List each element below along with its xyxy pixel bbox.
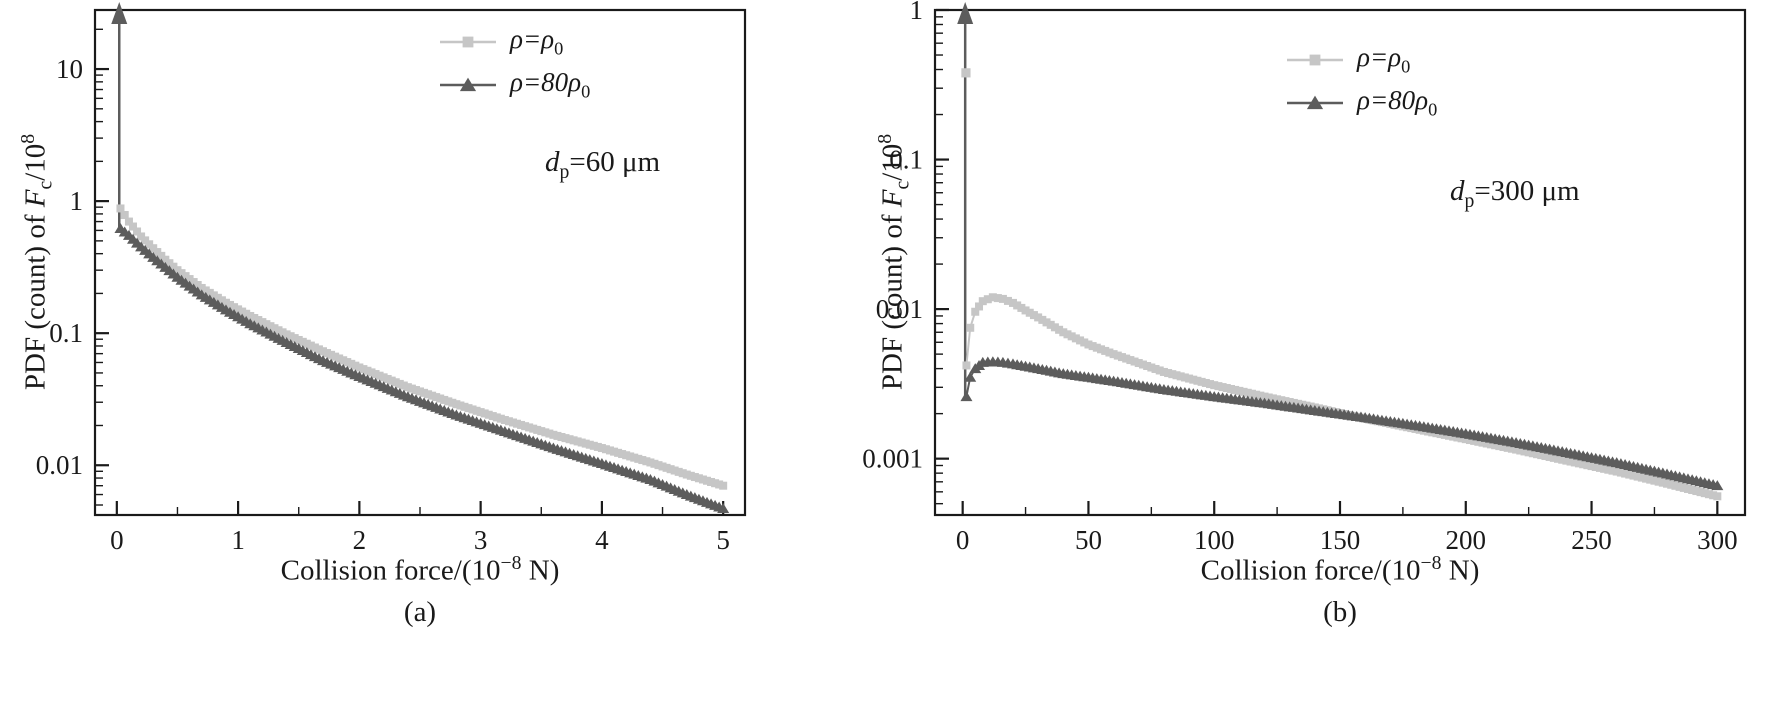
- y-axis-label-sub: c: [891, 180, 914, 190]
- svg-text:0: 0: [110, 525, 124, 555]
- legend-label-sub: 0: [1428, 99, 1438, 120]
- x-axis-label-text: Collision force/(10: [1200, 554, 1421, 587]
- panel-b: 1 0.1 0.01 0.001 0 50 100 150 200 250 300 PDF (cou…: [830, 0, 1788, 703]
- legend-marker-square: [1287, 54, 1343, 66]
- legend-marker-triangle: [440, 77, 496, 92]
- annotation-dp: dp=300 μm: [1450, 175, 1580, 213]
- svg-text:200: 200: [1446, 525, 1487, 555]
- y-axis-label-mid: /10: [19, 143, 52, 181]
- y-axis-label-var: F: [876, 189, 909, 208]
- y-axis-label: PDF (count) of Fc/108: [863, 12, 913, 512]
- svg-text:1: 1: [910, 0, 924, 25]
- svg-text:10: 10: [56, 54, 83, 84]
- annotation-dp: dp=60 μm: [545, 146, 660, 184]
- legend-label: ρ=80ρ0: [1357, 85, 1437, 120]
- svg-text:50: 50: [1075, 525, 1102, 555]
- y-axis-label-mid: /10: [876, 143, 909, 181]
- svg-text:250: 250: [1571, 525, 1612, 555]
- svg-text:0: 0: [956, 525, 970, 555]
- annotation-text: =60 μm: [569, 146, 661, 178]
- x-axis-label-sup: −8: [500, 552, 522, 574]
- chart-canvas-a: 10 1 0.1 0.01 0 1 2 3 4 5: [36, 2, 747, 555]
- legend: ρ=ρ0 ρ=80ρ0: [438, 24, 590, 103]
- legend-marker-triangle: [1287, 95, 1343, 110]
- annotation-sub: p: [559, 160, 570, 183]
- x-axis-label-sup: −8: [1420, 552, 1442, 574]
- svg-text:0.1: 0.1: [49, 318, 83, 348]
- x-axis-label-post: N): [1441, 554, 1480, 587]
- x-axis-label: Collision force/(10−8 N): [170, 552, 670, 588]
- panel-label-text: (b): [1323, 596, 1357, 628]
- y-axis-label-text: PDF (count) of: [876, 207, 909, 391]
- legend-label-text: ρ=80ρ: [1357, 85, 1429, 116]
- legend-label: ρ=ρ0: [1357, 42, 1410, 77]
- legend-label-text: ρ=ρ: [510, 24, 555, 54]
- panel-label-b: (b): [1090, 596, 1590, 629]
- svg-text:2: 2: [353, 525, 367, 555]
- svg-text:1: 1: [231, 525, 245, 555]
- chart-canvas-b: 1 0.1 0.01 0.001 0 50 100 150 200 250 300: [862, 0, 1747, 555]
- legend-label: ρ=80ρ0: [510, 67, 590, 102]
- svg-text:0.1: 0.1: [889, 145, 923, 175]
- annotation-sub: p: [1464, 189, 1475, 212]
- svg-text:0.01: 0.01: [876, 294, 923, 324]
- annotation-text: =300 μm: [1474, 175, 1580, 207]
- annotation-var: d: [545, 146, 560, 178]
- svg-text:150: 150: [1320, 525, 1361, 555]
- svg-text:1: 1: [70, 186, 84, 216]
- legend-label-sub: 0: [1401, 56, 1411, 77]
- legend-item: ρ=ρ0: [1285, 42, 1437, 77]
- legend-label: ρ=ρ0: [510, 24, 563, 59]
- y-axis-label: PDF (count) of Fc/108: [6, 12, 56, 512]
- svg-text:5: 5: [716, 525, 730, 555]
- x-axis-label: Collision force/(10−8 N): [1090, 552, 1590, 588]
- svg-text:100: 100: [1194, 525, 1235, 555]
- legend-marker-square: [440, 36, 496, 48]
- legend-item: ρ=80ρ0: [438, 67, 590, 102]
- x-axis-label-text: Collision force/(10: [280, 554, 501, 587]
- svg-text:3: 3: [474, 525, 488, 555]
- y-axis-label-sup: 8: [874, 133, 896, 144]
- panel-label-a: (a): [170, 596, 670, 629]
- x-axis-label-post: N): [521, 554, 560, 587]
- y-axis-label-sup: 8: [17, 133, 39, 144]
- annotation-var: d: [1450, 175, 1465, 207]
- svg-text:0.001: 0.001: [862, 444, 923, 474]
- svg-text:4: 4: [595, 525, 609, 555]
- legend-item: ρ=ρ0: [438, 24, 590, 59]
- legend-label-sub: 0: [554, 38, 564, 59]
- y-axis-label-var: F: [19, 189, 52, 208]
- panel-label-text: (a): [403, 596, 437, 628]
- legend: ρ=ρ0 ρ=80ρ0: [1285, 42, 1437, 121]
- legend-label-text: ρ=80ρ: [510, 67, 582, 98]
- y-axis-label-sub: c: [34, 180, 57, 190]
- svg-text:0.01: 0.01: [36, 450, 83, 480]
- y-axis-label-text: PDF (count) of: [19, 207, 52, 391]
- legend-item: ρ=80ρ0: [1285, 85, 1437, 120]
- legend-label-text: ρ=ρ: [1357, 42, 1402, 72]
- svg-text:300: 300: [1697, 525, 1738, 555]
- panel-a: 10 1 0.1 0.01 0 1 2 3 4 5 PDF (count) of Fc/108 C…: [0, 0, 830, 703]
- legend-label-sub: 0: [581, 81, 591, 102]
